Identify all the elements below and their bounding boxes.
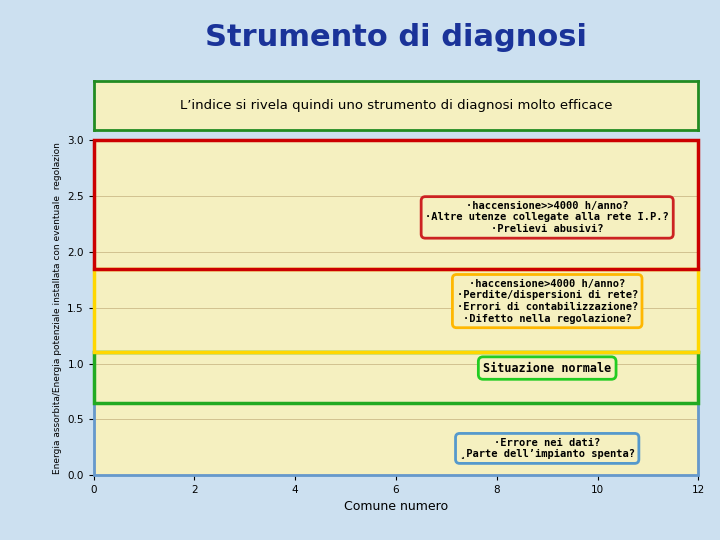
Text: Strumento di diagnosi: Strumento di diagnosi [205,23,587,52]
Text: ·Errore nei dati?
¸Parte dell’impianto spenta?: ·Errore nei dati? ¸Parte dell’impianto s… [459,437,635,459]
Text: ·haccensione>4000 h/anno?
·Perdite/dispersioni di rete?
·Errori di contabilizzaz: ·haccensione>4000 h/anno? ·Perdite/dispe… [456,279,638,323]
Text: Situazione normale: Situazione normale [483,362,611,375]
Text: L’indice si rivela quindi uno strumento di diagnosi molto efficace: L’indice si rivela quindi uno strumento … [180,99,612,112]
Bar [94,353,698,403]
Y-axis label: Energia assorbita/Energia potenziale installata con eventuale  regolazion: Energia assorbita/Energia potenziale ins… [53,142,62,474]
Bar [94,269,698,353]
Bar [94,403,698,475]
Text: ·haccensione>>4000 h/anno?
·Altre utenze collegate alla rete I.P.?
·Prelievi abu: ·haccensione>>4000 h/anno? ·Altre utenze… [426,201,669,234]
Bar [94,140,698,269]
X-axis label: Comune numero: Comune numero [344,501,448,514]
